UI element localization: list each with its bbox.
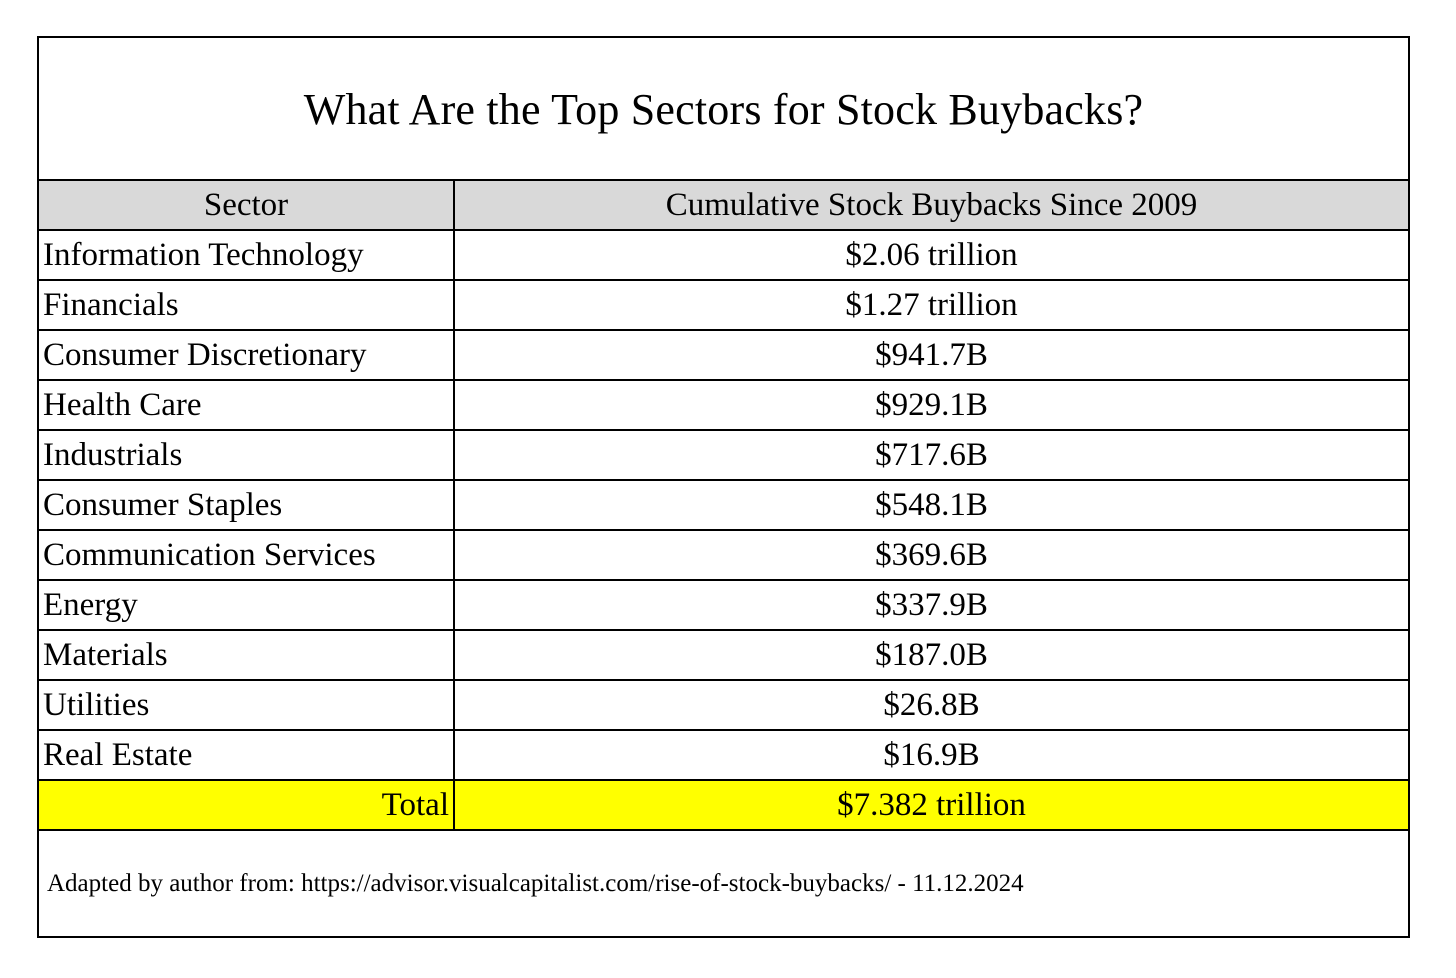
table-row: Industrials $717.6B <box>39 429 1408 481</box>
value-cell: $187.0B <box>454 629 1408 681</box>
table-row: Energy $337.9B <box>39 579 1408 631</box>
total-label: Total <box>39 779 455 831</box>
page-title: What Are the Top Sectors for Stock Buyba… <box>303 84 1144 134</box>
total-value: $7.382 trillion <box>454 779 1408 831</box>
table-row: Communication Services $369.6B <box>39 529 1408 581</box>
value-cell: $548.1B <box>454 479 1408 531</box>
table-row: Information Technology $2.06 trillion <box>39 229 1408 281</box>
value-cell: $941.7B <box>454 329 1408 381</box>
sector-cell: Utilities <box>39 679 455 731</box>
source-note: Adapted by author from: https://advisor.… <box>47 870 1024 897</box>
value-cell: $369.6B <box>454 529 1408 581</box>
sector-cell: Communication Services <box>39 529 455 581</box>
table-row: Utilities $26.8B <box>39 679 1408 731</box>
value-cell: $2.06 trillion <box>454 229 1408 281</box>
total-row: Total $7.382 trillion <box>39 779 1408 831</box>
table-header-row: Sector Cumulative Stock Buybacks Since 2… <box>39 179 1408 231</box>
value-cell: $717.6B <box>454 429 1408 481</box>
sector-cell: Energy <box>39 579 455 631</box>
sector-cell: Consumer Staples <box>39 479 455 531</box>
value-cell: $929.1B <box>454 379 1408 431</box>
table-row: Real Estate $16.9B <box>39 729 1408 781</box>
value-cell: $337.9B <box>454 579 1408 631</box>
value-cell: $26.8B <box>454 679 1408 731</box>
sector-cell: Information Technology <box>39 229 455 281</box>
column-header-sector: Sector <box>39 179 455 231</box>
table-row: Financials $1.27 trillion <box>39 279 1408 331</box>
table-row: Consumer Staples $548.1B <box>39 479 1408 531</box>
table-row: Consumer Discretionary $941.7B <box>39 329 1408 381</box>
buybacks-table: Sector Cumulative Stock Buybacks Since 2… <box>39 179 1408 831</box>
sector-cell: Health Care <box>39 379 455 431</box>
table-row: Health Care $929.1B <box>39 379 1408 431</box>
sector-cell: Materials <box>39 629 455 681</box>
column-header-buybacks: Cumulative Stock Buybacks Since 2009 <box>454 179 1408 231</box>
sector-cell: Industrials <box>39 429 455 481</box>
value-cell: $16.9B <box>454 729 1408 781</box>
value-cell: $1.27 trillion <box>454 279 1408 331</box>
sector-cell: Real Estate <box>39 729 455 781</box>
sector-cell: Financials <box>39 279 455 331</box>
table-row: Materials $187.0B <box>39 629 1408 681</box>
document-frame: What Are the Top Sectors for Stock Buyba… <box>37 36 1410 938</box>
sector-cell: Consumer Discretionary <box>39 329 455 381</box>
